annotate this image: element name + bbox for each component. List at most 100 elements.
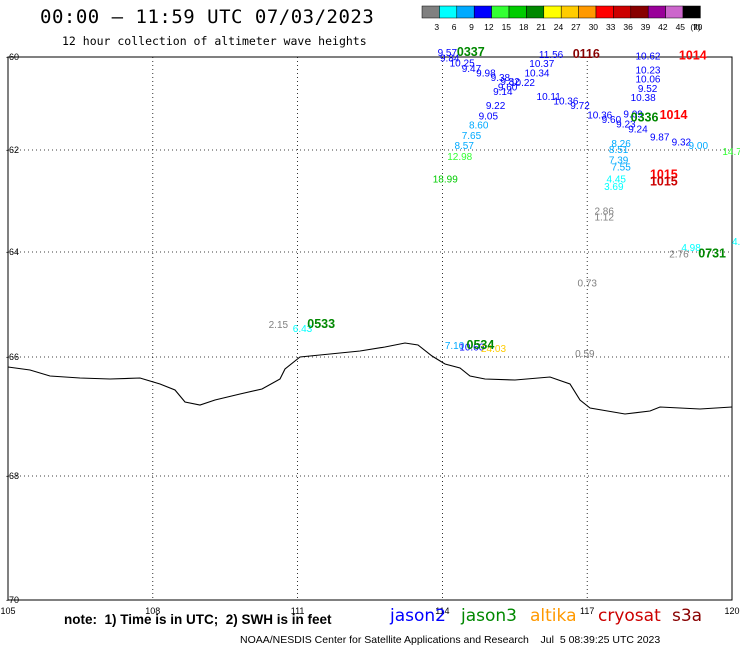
swh-value: 10.23 xyxy=(635,65,660,76)
swh-value: 9.87 xyxy=(650,133,670,144)
map-frame xyxy=(7,56,733,601)
pass-time: 0534 xyxy=(467,338,495,352)
pass-time: 0533 xyxy=(307,317,335,331)
pass-time: 0116 xyxy=(573,47,600,61)
legend-swatch xyxy=(508,5,527,19)
satellite-name: jason3 xyxy=(461,606,517,626)
swh-value: 7.10 xyxy=(445,341,465,352)
legend-label: 15 xyxy=(502,22,512,32)
satellite-name: cryosat xyxy=(598,606,661,626)
legend-label: 36 xyxy=(623,22,633,32)
legend-swatch xyxy=(613,5,632,19)
legend-label: 24 xyxy=(554,22,564,32)
swh-value: 9.60 xyxy=(602,115,622,126)
swh-value: 9.47 xyxy=(462,64,482,75)
swh-value: 10.11 xyxy=(537,92,562,103)
satellite-name: jason2 xyxy=(390,606,446,626)
pass-time: 1015 xyxy=(650,168,678,182)
swh-value: 8.57 xyxy=(454,141,474,152)
swh-value: 4.45 xyxy=(607,175,627,186)
legend-swatch xyxy=(543,5,562,19)
legend-swatch xyxy=(630,5,649,19)
legend-swatch xyxy=(473,5,492,19)
page-subtitle: 12 hour collection of altimeter wave hei… xyxy=(62,34,367,48)
swh-value: 7.55 xyxy=(611,162,631,173)
legend-label: 39 xyxy=(641,22,651,32)
legend-label: 42 xyxy=(658,22,668,32)
swh-value: 8.60 xyxy=(469,121,489,132)
footer-note: note: 1) Time is in UTC; 2) SWH is in fe… xyxy=(64,612,332,627)
swh-value: 18.99 xyxy=(433,175,458,186)
satellite-name: s3a xyxy=(672,606,703,626)
footer-credit: NOAA/NESDIS Center for Satellite Applica… xyxy=(240,634,661,646)
swh-value: 9.38 xyxy=(491,73,511,84)
legend-swatch xyxy=(647,5,666,19)
swh-value: 9.14 xyxy=(493,87,513,98)
legend-label: 27 xyxy=(571,22,581,32)
legend-label: 3 xyxy=(434,22,439,32)
swh-value: 10.22 xyxy=(510,78,535,89)
legend-swatch xyxy=(595,5,614,19)
legend-label: 70 xyxy=(693,22,703,32)
legend-label: 33 xyxy=(606,22,616,32)
swh-value: 0.73 xyxy=(578,279,598,290)
swh-value: 9.57 xyxy=(438,48,458,59)
lon-tick-label: 117 xyxy=(580,606,594,616)
axis-tick-labels: 105 108 111 114 117 120 -60 -62 -64 -66 -68 -70 xyxy=(0,52,739,616)
lat-tick-label: -66 xyxy=(6,352,19,362)
swh-value: 14.7 xyxy=(722,147,740,158)
legend-label: 21 xyxy=(536,22,546,32)
legend-swatch xyxy=(526,5,545,19)
legend-swatch xyxy=(439,5,458,19)
lon-tick-label: 111 xyxy=(291,606,305,616)
swh-value: 10.60 xyxy=(459,343,484,354)
swh-value: 10.25 xyxy=(450,58,475,69)
swh-value: 10.06 xyxy=(635,75,660,86)
swh-value: 12.98 xyxy=(447,152,472,163)
swh-value: 8.51 xyxy=(609,145,629,156)
swh-value: 2.86 xyxy=(594,206,614,217)
lon-tick-label: 120 xyxy=(724,606,739,616)
legend-label: 18 xyxy=(519,22,529,32)
page-title: 00:00 – 11:59 UTC 07/03/2023 xyxy=(40,6,375,28)
swh-value: 4.98 xyxy=(681,243,701,254)
legend-label: 45 xyxy=(676,22,686,32)
lon-tick-label: 105 xyxy=(0,606,15,616)
plot-border xyxy=(7,56,733,601)
swh-value: 7.39 xyxy=(609,155,629,166)
legend-label: 6 xyxy=(452,22,457,32)
lat-tick-label: -68 xyxy=(6,471,19,481)
lat-lon-grid xyxy=(8,57,732,600)
swh-value: 24.03 xyxy=(481,344,506,355)
swh-value: 3.69 xyxy=(604,182,624,193)
swh-value: 8.26 xyxy=(611,139,631,150)
swh-value: 9.22 xyxy=(486,101,506,112)
swh-value: 10.36 xyxy=(553,96,578,107)
legend-unit: (ft) xyxy=(690,22,701,32)
color-legend: 3 6 9 12 15 18 21 24 27 30 33 36 39 42 45 70(ft) xyxy=(421,5,703,32)
swh-measurements: 9.579.8410.259.479.989.389.829.609.149.2… xyxy=(269,48,740,360)
swh-value: 7.65 xyxy=(462,131,482,142)
swh-value: 9.72 xyxy=(570,101,590,112)
legend-swatch xyxy=(456,5,475,19)
swh-value: 2.76 xyxy=(669,249,689,260)
pass-time: 1015 xyxy=(650,175,678,189)
swh-value: 9.32 xyxy=(672,137,692,148)
legend-swatch xyxy=(491,5,510,19)
antarctic-coastline xyxy=(7,342,733,415)
pass-time: 0731 xyxy=(698,246,726,260)
swh-value: 4.8 xyxy=(732,237,740,248)
legend-label: 9 xyxy=(469,22,474,32)
lat-tick-label: -62 xyxy=(6,145,19,155)
swh-value: 9.05 xyxy=(479,111,499,122)
swh-value: 10.36 xyxy=(587,110,612,121)
swh-value: 9.84 xyxy=(440,54,460,65)
pass-time: 0336 xyxy=(631,111,659,125)
lon-tick-label: 108 xyxy=(145,606,160,616)
swh-value: 9.82 xyxy=(500,77,520,88)
lat-tick-label: -64 xyxy=(6,247,19,257)
legend-swatch xyxy=(578,5,597,19)
legend-swatch xyxy=(665,5,684,19)
lon-tick-label: 114 xyxy=(435,606,449,616)
